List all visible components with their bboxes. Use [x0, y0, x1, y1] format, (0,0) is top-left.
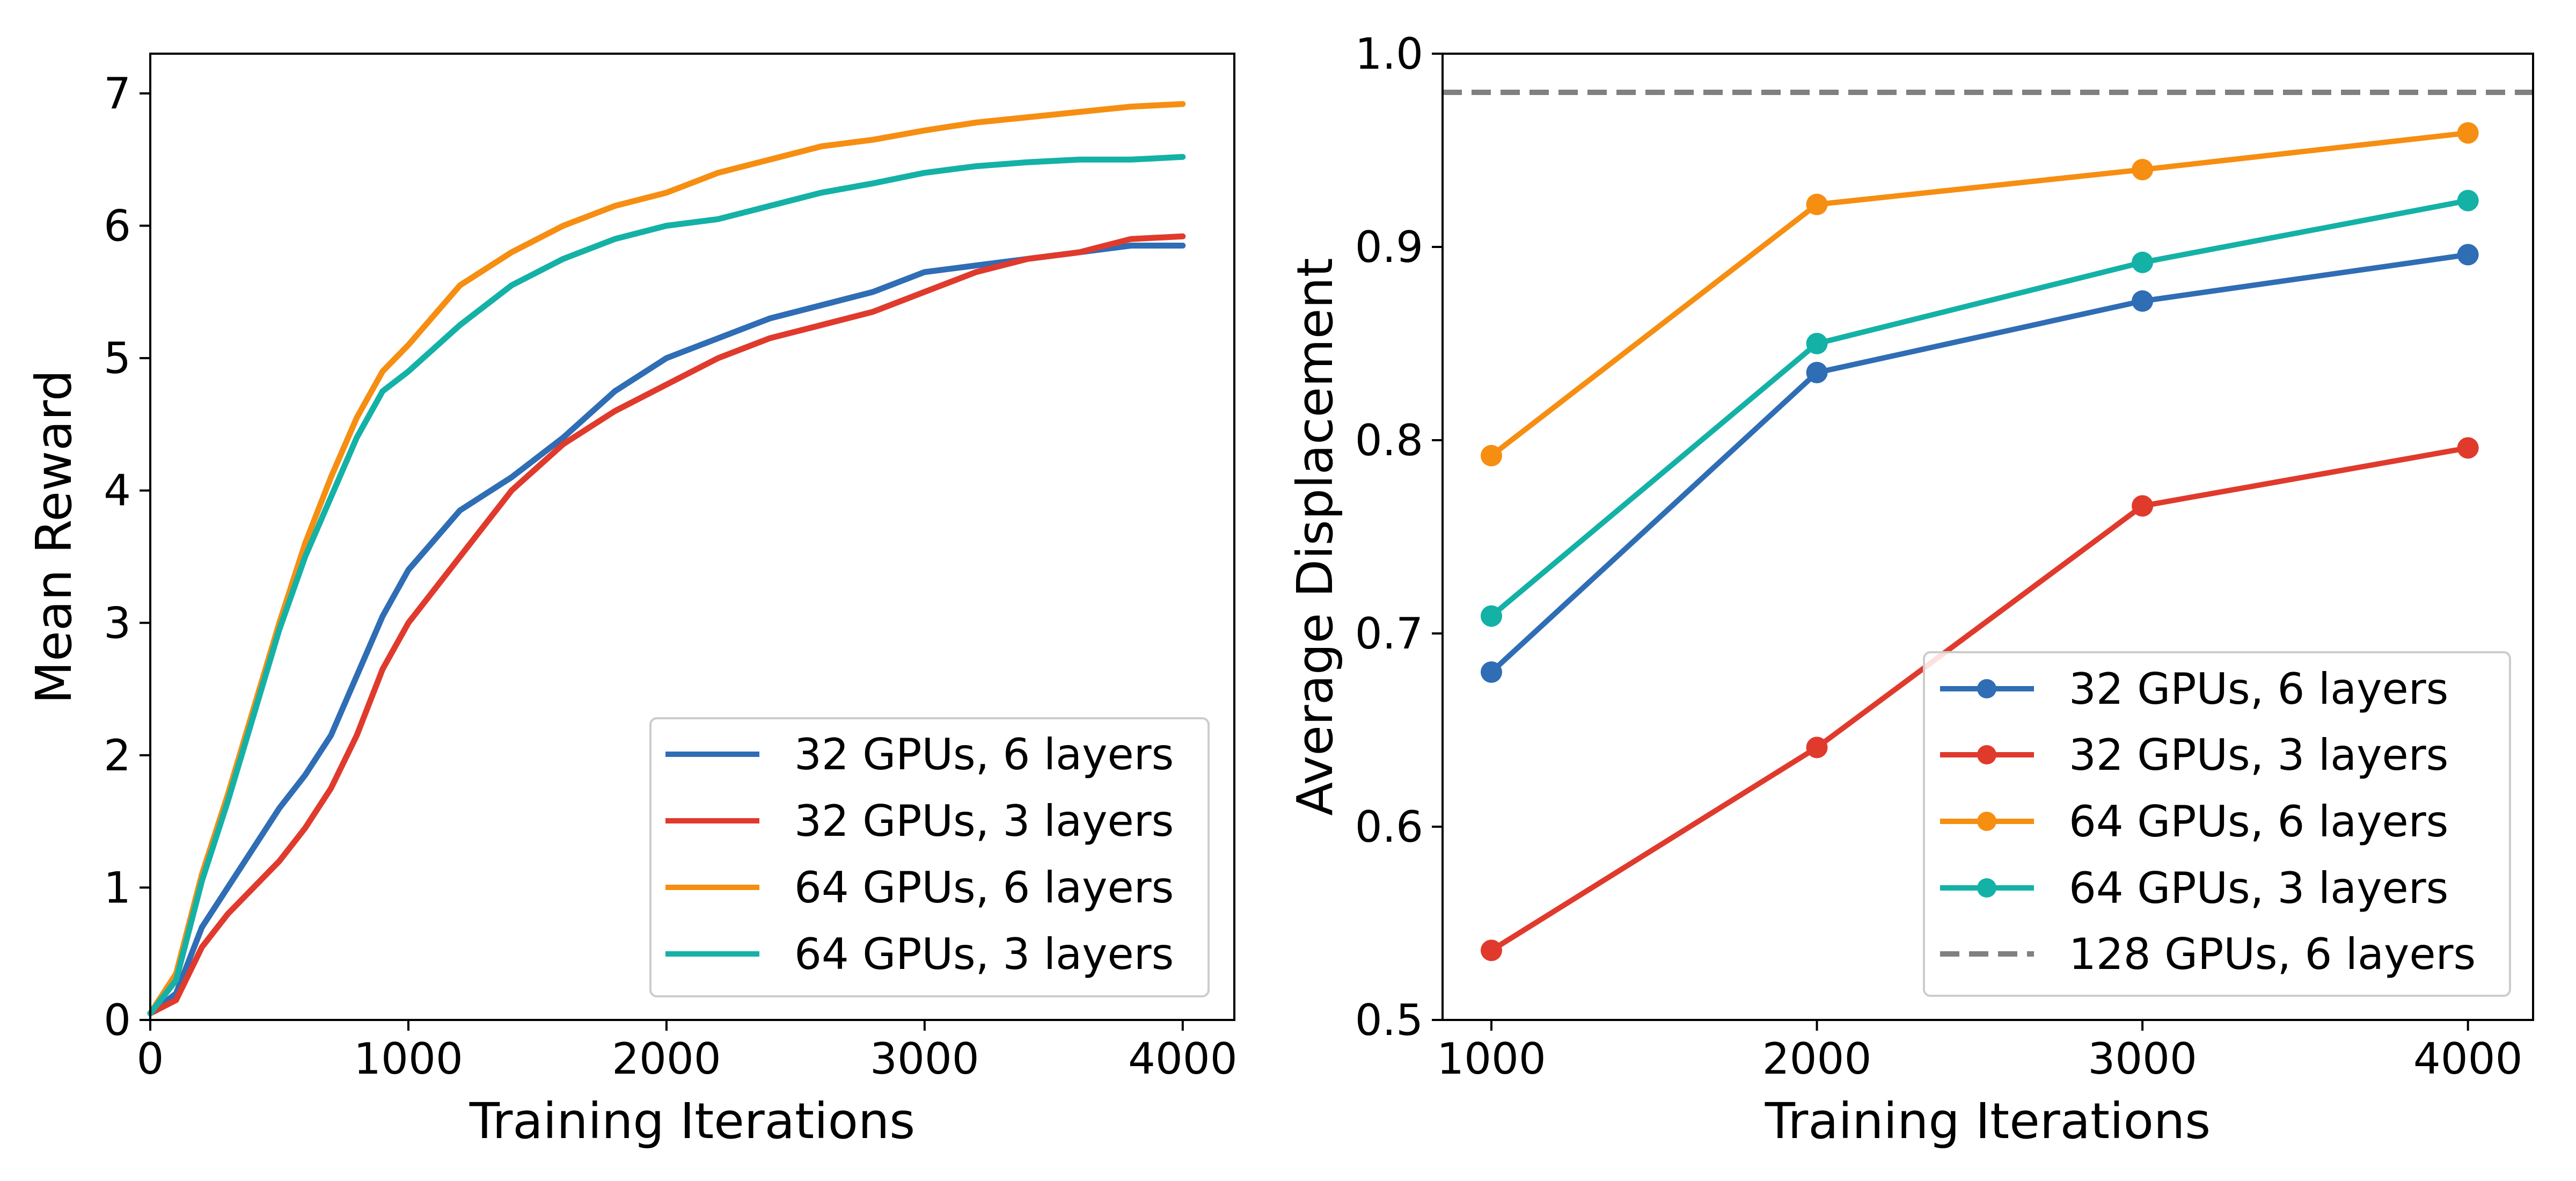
legend-label-64gpu-3layer: 64 GPUs, 3 layers: [2069, 863, 2448, 913]
average-displacement-line-64-gpus-6-layers: [1489, 130, 2471, 458]
mean-reward-x-tick-label: 1000: [354, 1034, 463, 1084]
average-displacement-point-32-gpus-6-layers-3000: [2132, 290, 2154, 312]
mean-reward-y-tick-label: 4: [104, 466, 131, 516]
legend-marker-64gpu-3layer: [1977, 878, 1996, 898]
legend-label-64gpu-3layer: 64 GPUs, 3 layers: [794, 929, 1174, 979]
average-displacement-y-tick-label: 0.8: [1355, 415, 1423, 465]
average-displacement-x-tick-label: 3000: [2088, 1034, 2197, 1084]
average-displacement-y-tick-label: 0.5: [1355, 995, 1423, 1045]
legend-label-64gpu-6layer: 64 GPUs, 6 layers: [2069, 797, 2448, 847]
mean-reward-y-tick-label: 5: [104, 333, 131, 383]
average-displacement-point-64-gpus-3-layers-3000: [2132, 251, 2154, 273]
average-displacement-line-32-gpus-3-layers: [1489, 445, 2471, 953]
mean-reward-x-tick-label: 3000: [870, 1034, 979, 1084]
mean-reward-y-tick-label: 3: [104, 598, 131, 648]
average-displacement-x-tick-label: 2000: [1762, 1034, 1872, 1084]
legend-label-32gpu-3layer: 32 GPUs, 3 layers: [2069, 730, 2448, 780]
legend-marker-32gpu-6layer: [1977, 679, 1996, 698]
mean-reward-y-tick-label: 0: [104, 995, 131, 1045]
average-displacement-plot-frame: [1441, 53, 2534, 1021]
mean-reward-line-32-gpus-3-layers: [147, 233, 1186, 1017]
average-displacement-point-32-gpus-6-layers-4000: [2457, 244, 2479, 266]
average-displacement-y-tick-label: 0.6: [1355, 802, 1423, 852]
average-displacement-x-axis-label: Training Iterations: [1765, 1092, 2211, 1150]
average-displacement-point-64-gpus-3-layers-4000: [2457, 189, 2479, 212]
mean-reward-y-tick-label: 6: [104, 201, 131, 251]
mean-reward-line-64-gpus-3-layers: [147, 154, 1186, 1017]
mean-reward-x-tick-label: 4000: [1128, 1034, 1238, 1084]
mean-reward-x-axis-label: Training Iterations: [469, 1092, 915, 1150]
average-displacement-y-tick-label: 1.0: [1355, 29, 1423, 79]
legend-label-32gpu-3layer: 32 GPUs, 3 layers: [794, 796, 1174, 846]
average-displacement-y-tick-label: 0.9: [1355, 222, 1423, 272]
mean-reward-line-32-gpus-6-layers: [147, 243, 1186, 1017]
legend-label-128gpu-6layer: 128 GPUs, 6 layers: [2069, 929, 2476, 979]
average-displacement-line-64-gpus-3-layers: [1489, 198, 2471, 619]
average-displacement-point-64-gpus-6-layers-2000: [1806, 193, 1828, 215]
average-displacement-point-64-gpus-6-layers-4000: [2457, 122, 2479, 144]
average-displacement-point-32-gpus-6-layers-2000: [1806, 362, 1828, 383]
legend-marker-32gpu-3layer: [1977, 745, 1996, 764]
average-displacement-legend-box: [1923, 651, 2511, 997]
average-displacement-point-64-gpus-3-layers-2000: [1806, 333, 1828, 354]
legend-label-32gpu-6layer: 32 GPUs, 6 layers: [794, 730, 1174, 779]
average-displacement-chart: 1000 2000 3000 4000 0.5 0.6 0.7 0.8 0.9 1.0 Train…: [1286, 29, 2534, 1150]
average-displacement-y-axis-label: Average Displacement: [1286, 258, 1344, 816]
mean-reward-series-group: [147, 101, 1186, 1017]
mean-reward-y-axis-label: Mean Reward: [25, 370, 83, 704]
average-displacement-point-32-gpus-6-layers-1000: [1480, 661, 1502, 683]
mean-reward-x-tick-label: 0: [137, 1034, 164, 1084]
average-displacement-point-32-gpus-3-layers-4000: [2457, 437, 2479, 459]
legend-label-32gpu-6layer: 32 GPUs, 6 layers: [2069, 664, 2448, 714]
average-displacement-ticks: 1000 2000 3000 4000 0.5 0.6 0.7 0.8 0.9 1.0: [1355, 29, 2523, 1084]
mean-reward-y-tick-label: 2: [104, 731, 131, 781]
average-displacement-legend: 32 GPUs, 6 layers 32 GPUs, 3 layers 64 G…: [1923, 651, 2511, 997]
mean-reward-y-tick-label: 1: [104, 863, 131, 913]
average-displacement-point-64-gpus-6-layers-1000: [1480, 444, 1502, 466]
average-displacement-point-64-gpus-3-layers-1000: [1480, 605, 1502, 627]
mean-reward-legend-box: [649, 717, 1210, 997]
mean-reward-x-tick-label: 2000: [612, 1034, 721, 1084]
average-displacement-x-tick-label: 4000: [2413, 1034, 2523, 1084]
legend-marker-64gpu-6layer: [1977, 812, 1996, 831]
mean-reward-y-tick-label: 7: [104, 69, 131, 119]
mean-reward-legend: 32 GPUs, 6 layers 32 GPUs, 3 layers 64 G…: [649, 717, 1210, 997]
average-displacement-y-tick-label: 0.7: [1355, 609, 1423, 659]
average-displacement-point-32-gpus-3-layers-3000: [2132, 495, 2154, 517]
legend-label-64gpu-6layer: 64 GPUs, 6 layers: [794, 863, 1174, 913]
mean-reward-chart: 0 1000 2000 3000 4000 0 1 2 3 4 5 6 7 Training Itera…: [25, 53, 1238, 1150]
mean-reward-plot-frame: [149, 53, 1235, 1021]
average-displacement-line-32-gpus-6-layers: [1489, 252, 2471, 675]
average-displacement-x-tick-label: 1000: [1437, 1034, 1546, 1084]
average-displacement-point-64-gpus-6-layers-3000: [2132, 159, 2154, 180]
average-displacement-series-group: [1443, 90, 2533, 961]
average-displacement-point-32-gpus-3-layers-1000: [1480, 939, 1502, 961]
mean-reward-ticks: 0 1000 2000 3000 4000 0 1 2 3 4 5 6 7: [104, 69, 1238, 1084]
average-displacement-point-32-gpus-3-layers-2000: [1806, 737, 1828, 759]
